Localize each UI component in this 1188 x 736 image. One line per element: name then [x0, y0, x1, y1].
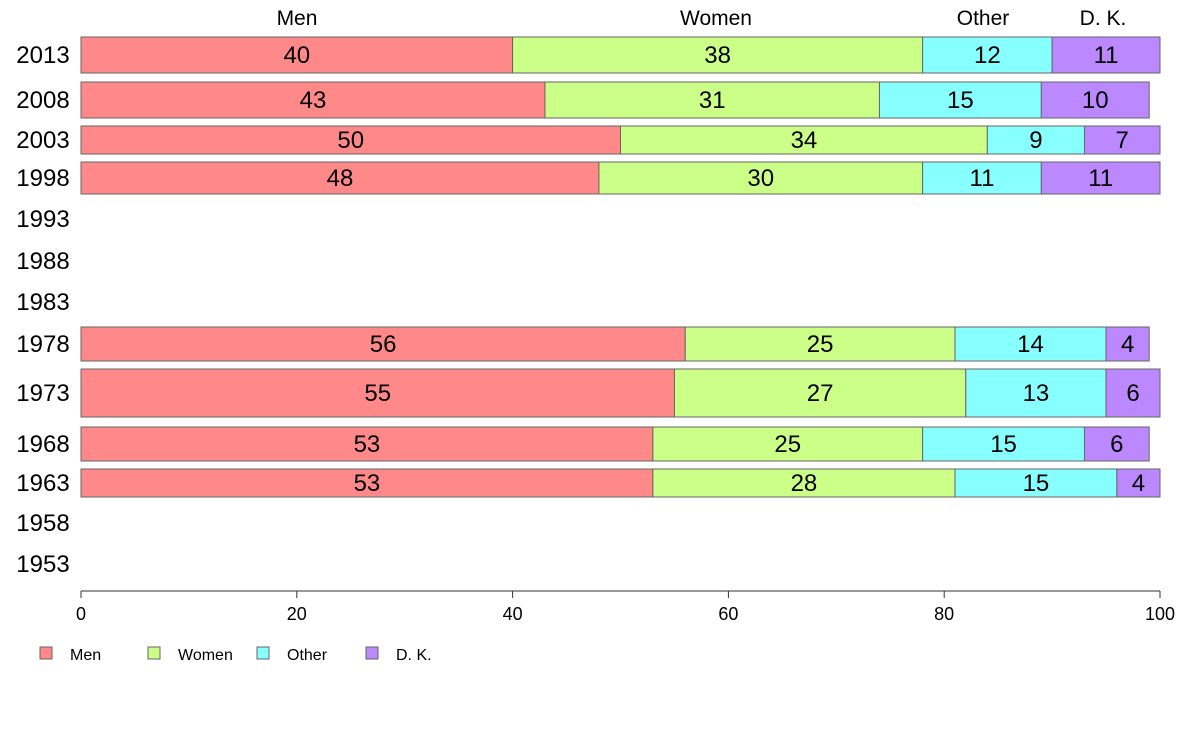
data-label-men-2008: 43: [300, 87, 327, 114]
data-label-d-k-1968: 6: [1110, 431, 1123, 458]
data-label-d-k-2003: 7: [1116, 127, 1129, 154]
data-label-other-1973: 13: [1023, 380, 1050, 407]
bar-d-k-1978: [1105, 326, 1150, 362]
y-tick-label-1958: 1958: [16, 510, 69, 537]
data-label-d-k-1978: 4: [1121, 331, 1134, 358]
data-label-women-1968: 25: [774, 431, 801, 458]
bar-other-1978: [954, 326, 1107, 362]
x-tick-label-40: 40: [503, 604, 523, 624]
legend-label-other: Other: [287, 647, 328, 664]
data-label-men-1978: 56: [370, 331, 397, 358]
data-label-women-2013: 38: [704, 42, 731, 69]
bar-men-2003: [80, 125, 621, 155]
y-tick-label-1973: 1973: [16, 380, 69, 407]
data-label-women-1998: 30: [747, 165, 774, 192]
data-label-d-k-1973: 6: [1126, 380, 1139, 407]
data-label-other-2003: 9: [1029, 127, 1042, 154]
data-label-women-1978: 25: [807, 331, 834, 358]
data-label-men-2013: 40: [283, 42, 310, 69]
data-label-d-k-2013: 11: [1094, 42, 1119, 69]
y-tick-label-2008: 2008: [16, 87, 69, 114]
y-axis-labels: 2013 2008 2003 1998 1993 1988 1983 1978 1973 1968…: [16, 42, 69, 578]
bar-men-1963: [80, 468, 654, 498]
data-label-other-2008: 15: [947, 87, 974, 114]
data-label-other-1968: 15: [990, 431, 1017, 458]
x-tick-label-60: 60: [718, 604, 738, 624]
x-tick-label-100: 100: [1145, 604, 1175, 624]
y-tick-label-1993: 1993: [16, 206, 69, 233]
x-tick-label-0: 0: [76, 604, 86, 624]
y-tick-label-2013: 2013: [16, 42, 69, 69]
column-headers: Men Women Other D. K.: [277, 7, 1127, 30]
column-header-other: Other: [957, 7, 1010, 30]
legend-swatch-women: [147, 646, 161, 660]
bar-men-1998: [80, 161, 600, 195]
legend-label-women: Women: [178, 647, 233, 664]
data-label-other-1998: 11: [970, 165, 995, 192]
bar-d-k-2008: [1040, 81, 1150, 119]
legend-swatch-d-k: [365, 646, 379, 660]
bar-men-1978: [80, 326, 686, 362]
legend-label-men: Men: [70, 647, 101, 664]
y-tick-label-1963: 1963: [16, 470, 69, 497]
bar-other-1968: [922, 426, 1085, 462]
bar-men-2013: [80, 36, 514, 74]
bar-women-2003: [620, 125, 988, 155]
x-tick-label-80: 80: [934, 604, 954, 624]
y-tick-label-1953: 1953: [16, 551, 69, 578]
bar-other-2008: [878, 81, 1042, 119]
y-tick-label-1968: 1968: [16, 431, 69, 458]
bar-men-1973: [80, 368, 675, 418]
data-label-men-1968: 53: [354, 431, 381, 458]
column-header-men: Men: [277, 7, 318, 30]
x-axis: 0 20 40 60 80 100: [76, 590, 1175, 624]
bars: 40 38 12 11 43 31 15 10 50 34 9 7 48 30 11 11 56 25 14 4 55 2…: [80, 36, 1161, 498]
y-tick-label-1998: 1998: [16, 165, 69, 192]
bar-women-1978: [684, 326, 956, 362]
bar-women-1998: [598, 161, 924, 195]
column-header-women: Women: [680, 7, 752, 30]
data-label-men-1963: 53: [354, 470, 381, 497]
data-label-women-2003: 34: [791, 127, 818, 154]
bar-men-2008: [80, 81, 546, 119]
legend-swatch-other: [256, 646, 270, 660]
data-label-d-k-1963: 4: [1132, 470, 1145, 497]
data-label-d-k-2008: 10: [1082, 87, 1109, 114]
data-label-other-1978: 14: [1017, 331, 1044, 358]
column-header-d-k: D. K.: [1080, 7, 1127, 30]
bar-d-k-1968: [1083, 426, 1150, 462]
bar-d-k-1998: [1040, 161, 1161, 195]
bar-men-1968: [80, 426, 654, 462]
bar-other-1973: [965, 368, 1107, 418]
bar-women-2008: [544, 81, 880, 119]
bar-other-1963: [954, 468, 1118, 498]
x-tick-label-20: 20: [287, 604, 307, 624]
bar-d-k-2013: [1051, 36, 1161, 74]
data-label-other-2013: 12: [974, 42, 1001, 69]
data-label-men-1973: 55: [364, 380, 391, 407]
y-tick-label-1978: 1978: [16, 331, 69, 358]
legend: Men Women Other D. K.: [39, 646, 432, 664]
y-tick-label-1983: 1983: [16, 289, 69, 316]
legend-label-d-k: D. K.: [396, 647, 432, 664]
bar-d-k-2003: [1083, 125, 1161, 155]
y-tick-label-2003: 2003: [16, 127, 69, 154]
bar-women-2013: [512, 36, 924, 74]
data-label-d-k-1998: 11: [1088, 165, 1113, 192]
data-label-other-1963: 15: [1023, 470, 1050, 497]
bar-women-1973: [673, 368, 967, 418]
bar-d-k-1963: [1116, 468, 1161, 498]
data-label-women-2008: 31: [699, 87, 726, 114]
legend-swatch-men: [39, 646, 53, 660]
data-label-men-2003: 50: [337, 127, 364, 154]
bar-other-2013: [922, 36, 1053, 74]
y-tick-label-1988: 1988: [16, 248, 69, 275]
data-label-women-1963: 28: [791, 470, 818, 497]
data-label-men-1998: 48: [327, 165, 354, 192]
bar-d-k-1973: [1105, 368, 1161, 418]
data-label-women-1973: 27: [807, 380, 834, 407]
